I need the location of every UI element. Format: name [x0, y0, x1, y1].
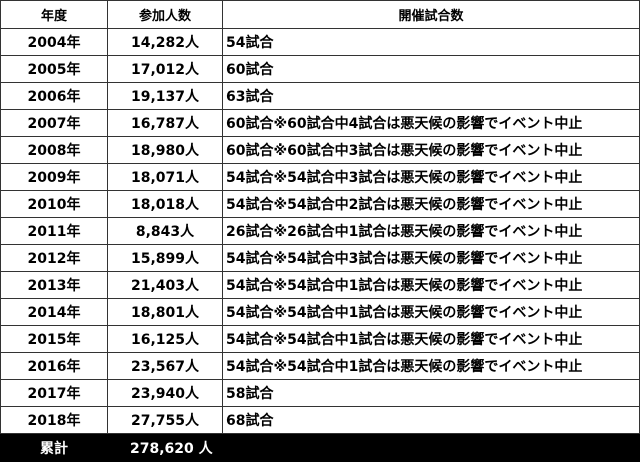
games-cell: 54試合※54試合中1試合は悪天候の影響でイベント中止	[222, 271, 640, 299]
year-cell: 2014年	[0, 298, 108, 326]
table-row: 2017年 23,940人 58試合	[0, 379, 640, 407]
attendance-cell: 19,137人	[107, 82, 223, 110]
year-cell: 2004年	[0, 28, 108, 56]
table-row: 2006年 19,137人 63試合	[0, 82, 640, 110]
header-year: 年度	[0, 0, 108, 29]
attendance-cell: 23,567人	[107, 352, 223, 380]
games-cell: 54試合※54試合中1試合は悪天候の影響でイベント中止	[222, 325, 640, 353]
year-cell: 2009年	[0, 163, 108, 191]
year-cell: 2017年	[0, 379, 108, 407]
table-row: 2015年 16,125人 54試合※54試合中1試合は悪天候の影響でイベント中止	[0, 325, 640, 353]
table-row: 2018年 27,755人 68試合	[0, 406, 640, 434]
table-row: 2011年 8,843人 26試合※26試合中1試合は悪天候の影響でイベント中止	[0, 217, 640, 245]
games-cell: 60試合※60試合中4試合は悪天候の影響でイベント中止	[222, 109, 640, 137]
games-cell: 54試合※54試合中1試合は悪天候の影響でイベント中止	[222, 352, 640, 380]
header-row: 年度 参加人数 開催試合数	[0, 0, 640, 29]
header-games: 開催試合数	[222, 0, 640, 29]
total-empty	[222, 433, 640, 462]
table-row: 2010年 18,018人 54試合※54試合中2試合は悪天候の影響でイベント中止	[0, 190, 640, 218]
attendance-cell: 14,282人	[107, 28, 223, 56]
attendance-cell: 18,018人	[107, 190, 223, 218]
attendance-cell: 21,403人	[107, 271, 223, 299]
year-cell: 2012年	[0, 244, 108, 272]
year-cell: 2008年	[0, 136, 108, 164]
table-row: 2012年 15,899人 54試合※54試合中3試合は悪天候の影響でイベント中止	[0, 244, 640, 272]
year-cell: 2007年	[0, 109, 108, 137]
table-row: 2004年 14,282人 54試合	[0, 28, 640, 56]
table-row: 2008年 18,980人 60試合※60試合中3試合は悪天候の影響でイベント中止	[0, 136, 640, 164]
games-cell: 60試合	[222, 55, 640, 83]
games-cell: 54試合※54試合中2試合は悪天候の影響でイベント中止	[222, 190, 640, 218]
total-row: 累計 278,620 人	[0, 433, 640, 462]
year-cell: 2006年	[0, 82, 108, 110]
table-row: 2014年 18,801人 54試合※54試合中1試合は悪天候の影響でイベント中止	[0, 298, 640, 326]
games-cell: 54試合	[222, 28, 640, 56]
year-cell: 2010年	[0, 190, 108, 218]
table-row: 2005年 17,012人 60試合	[0, 55, 640, 83]
games-cell: 26試合※26試合中1試合は悪天候の影響でイベント中止	[222, 217, 640, 245]
header-attendance: 参加人数	[107, 0, 223, 29]
year-cell: 2016年	[0, 352, 108, 380]
table-row: 2007年 16,787人 60試合※60試合中4試合は悪天候の影響でイベント中止	[0, 109, 640, 137]
attendance-cell: 17,012人	[107, 55, 223, 83]
games-cell: 60試合※60試合中3試合は悪天候の影響でイベント中止	[222, 136, 640, 164]
games-cell: 68試合	[222, 406, 640, 434]
games-cell: 63試合	[222, 82, 640, 110]
year-cell: 2013年	[0, 271, 108, 299]
attendance-cell: 8,843人	[107, 217, 223, 245]
games-cell: 54試合※54試合中3試合は悪天候の影響でイベント中止	[222, 163, 640, 191]
total-value: 278,620 人	[107, 433, 223, 462]
year-cell: 2005年	[0, 55, 108, 83]
games-cell: 54試合※54試合中1試合は悪天候の影響でイベント中止	[222, 298, 640, 326]
attendance-cell: 16,787人	[107, 109, 223, 137]
attendance-cell: 16,125人	[107, 325, 223, 353]
table-row: 2016年 23,567人 54試合※54試合中1試合は悪天候の影響でイベント中止	[0, 352, 640, 380]
games-cell: 58試合	[222, 379, 640, 407]
attendance-cell: 18,801人	[107, 298, 223, 326]
attendance-cell: 23,940人	[107, 379, 223, 407]
attendance-cell: 27,755人	[107, 406, 223, 434]
table-row: 2009年 18,071人 54試合※54試合中3試合は悪天候の影響でイベント中止	[0, 163, 640, 191]
attendance-cell: 18,980人	[107, 136, 223, 164]
total-label: 累計	[0, 433, 108, 462]
year-cell: 2015年	[0, 325, 108, 353]
year-cell: 2018年	[0, 406, 108, 434]
table-row: 2013年 21,403人 54試合※54試合中1試合は悪天候の影響でイベント中止	[0, 271, 640, 299]
attendance-cell: 15,899人	[107, 244, 223, 272]
games-cell: 54試合※54試合中3試合は悪天候の影響でイベント中止	[222, 244, 640, 272]
attendance-cell: 18,071人	[107, 163, 223, 191]
year-cell: 2011年	[0, 217, 108, 245]
